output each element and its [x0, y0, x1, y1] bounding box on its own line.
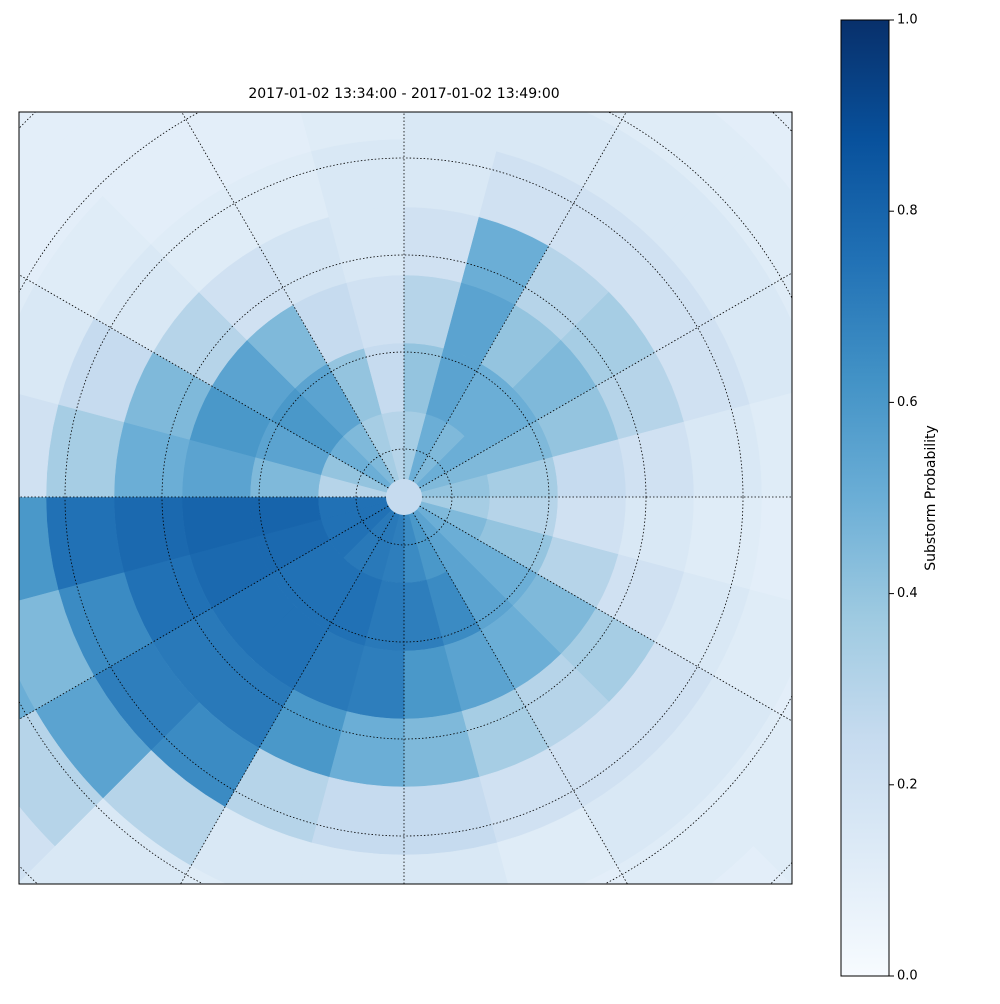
colorbar-label: Substorm Probability — [923, 425, 939, 571]
colorbar-tick-label: 0.4 — [897, 586, 918, 601]
probability-cell — [181, 112, 223, 129]
meridian-line — [19, 274, 389, 489]
probability-cell — [276, 909, 404, 992]
probability-cell — [300, 112, 405, 152]
meridian-line — [180, 512, 396, 884]
probability-cell — [123, 925, 276, 1000]
probability-cell — [752, 802, 792, 884]
probability-cell — [772, 672, 792, 722]
latitude-line — [64, 157, 744, 837]
colorbar-tick-label: 0.2 — [897, 777, 918, 792]
probability-cell — [19, 112, 95, 149]
probability-cell — [752, 112, 792, 192]
probability-cell — [772, 272, 792, 322]
probability-cell — [259, 0, 405, 20]
probability-cell — [532, 925, 685, 1000]
probability-cell — [19, 393, 59, 498]
probability-cell — [710, 845, 792, 884]
meridian-line — [19, 505, 389, 720]
pole-cap — [386, 479, 422, 515]
probability-cell — [532, 0, 685, 69]
probability-cell — [404, 0, 550, 20]
map-frame — [18, 111, 793, 885]
meridian-line — [419, 272, 792, 489]
probability-cell — [300, 842, 405, 884]
probability-cell — [404, 974, 550, 1000]
probability-cell — [404, 909, 532, 992]
meridian-line — [412, 112, 627, 482]
colorbar-tick-label: 1.0 — [897, 13, 918, 28]
probability-cell — [19, 112, 56, 188]
probability-cell — [276, 3, 404, 86]
probability-cell — [749, 392, 792, 498]
probability-cell — [259, 974, 405, 1000]
latitude-line — [355, 448, 453, 546]
probability-cell — [19, 678, 36, 720]
probability-cell — [19, 496, 59, 601]
probability-cell — [581, 865, 628, 884]
probability-cell — [404, 3, 532, 86]
probability-cell — [19, 845, 98, 884]
probability-cell — [180, 865, 227, 884]
colorbar-tick-label: 0.8 — [897, 204, 918, 219]
meridian-line — [181, 112, 396, 482]
colorbar — [840, 19, 890, 977]
probability-cell — [403, 112, 508, 152]
meridian-line — [412, 512, 628, 884]
probability-cell — [403, 842, 508, 884]
probability-cell — [19, 274, 36, 316]
probability-cell — [749, 496, 792, 602]
colorbar-tick-label: 0.0 — [897, 969, 918, 984]
probability-cell — [123, 0, 276, 69]
colorbar-tick-label: 0.6 — [897, 395, 918, 410]
meridian-line — [419, 505, 792, 722]
probability-cell — [19, 806, 56, 883]
map-title: 2017-01-02 13:34:00 - 2017-01-02 13:49:0… — [248, 86, 559, 102]
probability-cell — [713, 112, 790, 149]
